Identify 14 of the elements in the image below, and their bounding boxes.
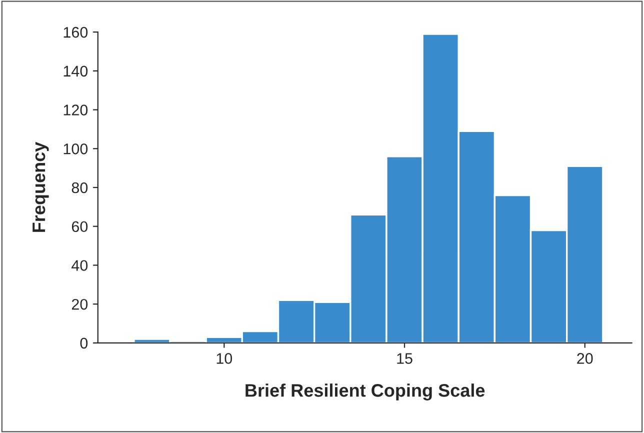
- y-tick-label: 100: [64, 143, 88, 154]
- x-tick-label: 10: [216, 353, 232, 364]
- y-tick-label: 120: [64, 104, 88, 116]
- y-tick-label: 20: [72, 298, 88, 310]
- y-tick-label: 0: [80, 338, 88, 349]
- y-tick-label: 40: [72, 260, 88, 271]
- y-tick-label: 80: [72, 182, 88, 194]
- x-tick-label: 20: [577, 353, 593, 364]
- x-tick-label: 15: [397, 353, 412, 364]
- y-axis-title: Frequency: [32, 142, 49, 232]
- y-tick-label: 160: [64, 26, 88, 38]
- y-tick-label: 140: [64, 66, 88, 77]
- y-tick-label: 60: [72, 221, 88, 232]
- x-axis-title: Brief Resilient Coping Scale: [246, 384, 485, 400]
